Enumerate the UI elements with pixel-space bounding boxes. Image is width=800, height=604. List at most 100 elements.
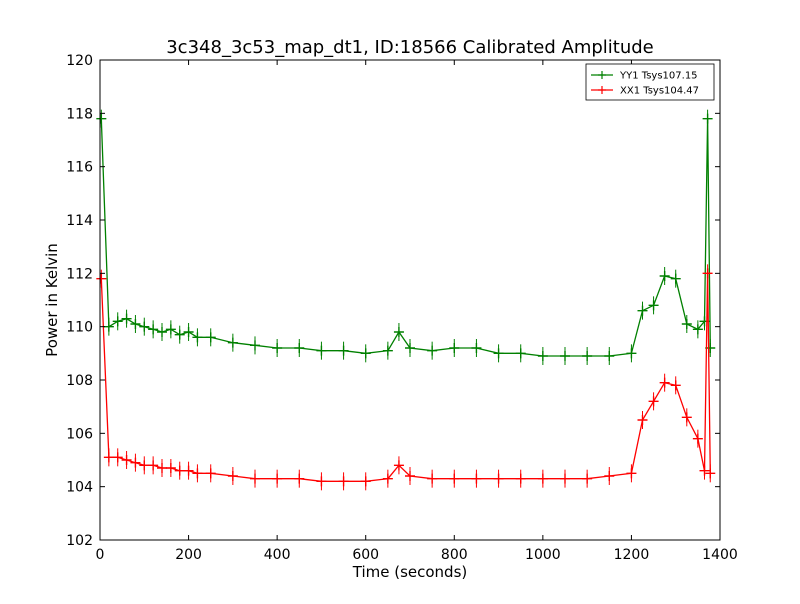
legend: YY1 Tsys107.15 XX1 Tsys104.47	[585, 63, 715, 101]
data-point	[681, 319, 692, 329]
axes-frame	[99, 59, 721, 541]
data-point	[121, 455, 132, 465]
data-point	[148, 460, 159, 471]
data-point	[648, 300, 659, 311]
data-point	[227, 337, 238, 348]
data-point	[96, 113, 107, 124]
data-point	[192, 468, 203, 479]
data-point	[165, 324, 176, 335]
data-point	[139, 321, 150, 332]
legend-marker	[598, 71, 606, 79]
y-tick-label: 114	[66, 213, 93, 229]
data-point	[659, 377, 670, 388]
data-point	[382, 345, 393, 356]
data-point	[272, 343, 283, 353]
y-tick-label: 104	[66, 480, 93, 496]
data-point	[670, 380, 681, 391]
data-point	[316, 345, 327, 356]
x-tick-label: 800	[441, 547, 468, 563]
y-tick-label: 106	[66, 426, 93, 442]
data-point	[427, 345, 438, 356]
data-point	[702, 113, 713, 124]
series-yy1	[96, 109, 716, 365]
data-point	[692, 324, 703, 335]
x-tick-label: 600	[352, 547, 379, 563]
data-point	[405, 471, 415, 481]
data-point	[471, 343, 482, 353]
data-point	[227, 471, 238, 481]
data-point	[338, 345, 349, 356]
data-point	[192, 332, 203, 343]
data-point	[582, 351, 593, 361]
data-point	[294, 473, 305, 484]
data-point	[493, 348, 504, 359]
data-point	[112, 452, 123, 463]
y-tick-label: 102	[66, 533, 93, 549]
data-point	[449, 343, 460, 353]
legend-marker	[598, 86, 606, 94]
data-point	[604, 471, 615, 481]
x-tick-label: 1200	[614, 547, 650, 563]
legend-label: YY1 Tsys107.15	[619, 71, 698, 82]
data-point	[427, 473, 438, 484]
y-tick-label: 110	[66, 320, 93, 336]
data-point	[692, 433, 703, 444]
series-xx1	[96, 264, 716, 491]
data-point	[205, 332, 216, 343]
data-point	[493, 473, 504, 484]
data-point	[130, 319, 141, 329]
data-point	[515, 348, 526, 359]
data-point	[393, 327, 404, 337]
data-point	[294, 343, 305, 353]
chart-title: 3c348_3c53_map_dt1, ID:18566 Calibrated …	[166, 37, 654, 58]
y-tick-label: 108	[66, 373, 93, 389]
data-point	[670, 273, 681, 284]
data-point	[626, 348, 637, 359]
data-point	[183, 465, 194, 476]
data-point	[130, 457, 141, 468]
data-point	[272, 473, 283, 484]
data-point	[165, 463, 176, 473]
data-point	[250, 473, 260, 484]
data-point	[637, 415, 648, 425]
data-point	[174, 329, 185, 340]
data-point	[205, 468, 216, 479]
x-tick-label: 200	[175, 547, 202, 563]
data-point	[699, 465, 710, 476]
x-axis-label: Time (seconds)	[352, 563, 468, 581]
data-point	[157, 463, 167, 473]
x-tick-label: 400	[264, 547, 291, 563]
x-tick-label: 0	[96, 547, 105, 563]
data-point	[183, 327, 194, 337]
data-point	[112, 316, 123, 327]
data-point	[702, 268, 713, 279]
data-point	[382, 473, 393, 484]
x-tick-label: 1400	[702, 547, 738, 563]
data-point	[360, 476, 371, 487]
data-point	[139, 460, 150, 471]
axis-ticks: 0 200 400 600 800 1000 1200 1400 102 104 106 108 110…	[66, 53, 738, 563]
data-point	[626, 468, 637, 479]
data-point	[250, 340, 260, 351]
data-point	[537, 473, 548, 484]
data-point	[157, 327, 167, 337]
data-point	[560, 351, 570, 361]
legend-box	[585, 63, 715, 101]
plot-area	[96, 109, 716, 491]
data-point	[705, 468, 716, 479]
legend-label: XX1 Tsys104.47	[620, 86, 699, 97]
data-point	[174, 465, 185, 476]
data-point	[537, 351, 548, 361]
data-point	[103, 321, 114, 332]
data-point	[648, 396, 659, 407]
data-point	[604, 351, 615, 361]
y-tick-label: 116	[66, 160, 93, 176]
data-point	[449, 473, 460, 484]
y-tick-label: 118	[66, 106, 93, 122]
data-point	[582, 473, 593, 484]
data-point	[637, 305, 648, 316]
y-tick-label: 112	[66, 266, 93, 282]
data-point	[338, 476, 349, 487]
x-tick-label: 1000	[525, 547, 561, 563]
